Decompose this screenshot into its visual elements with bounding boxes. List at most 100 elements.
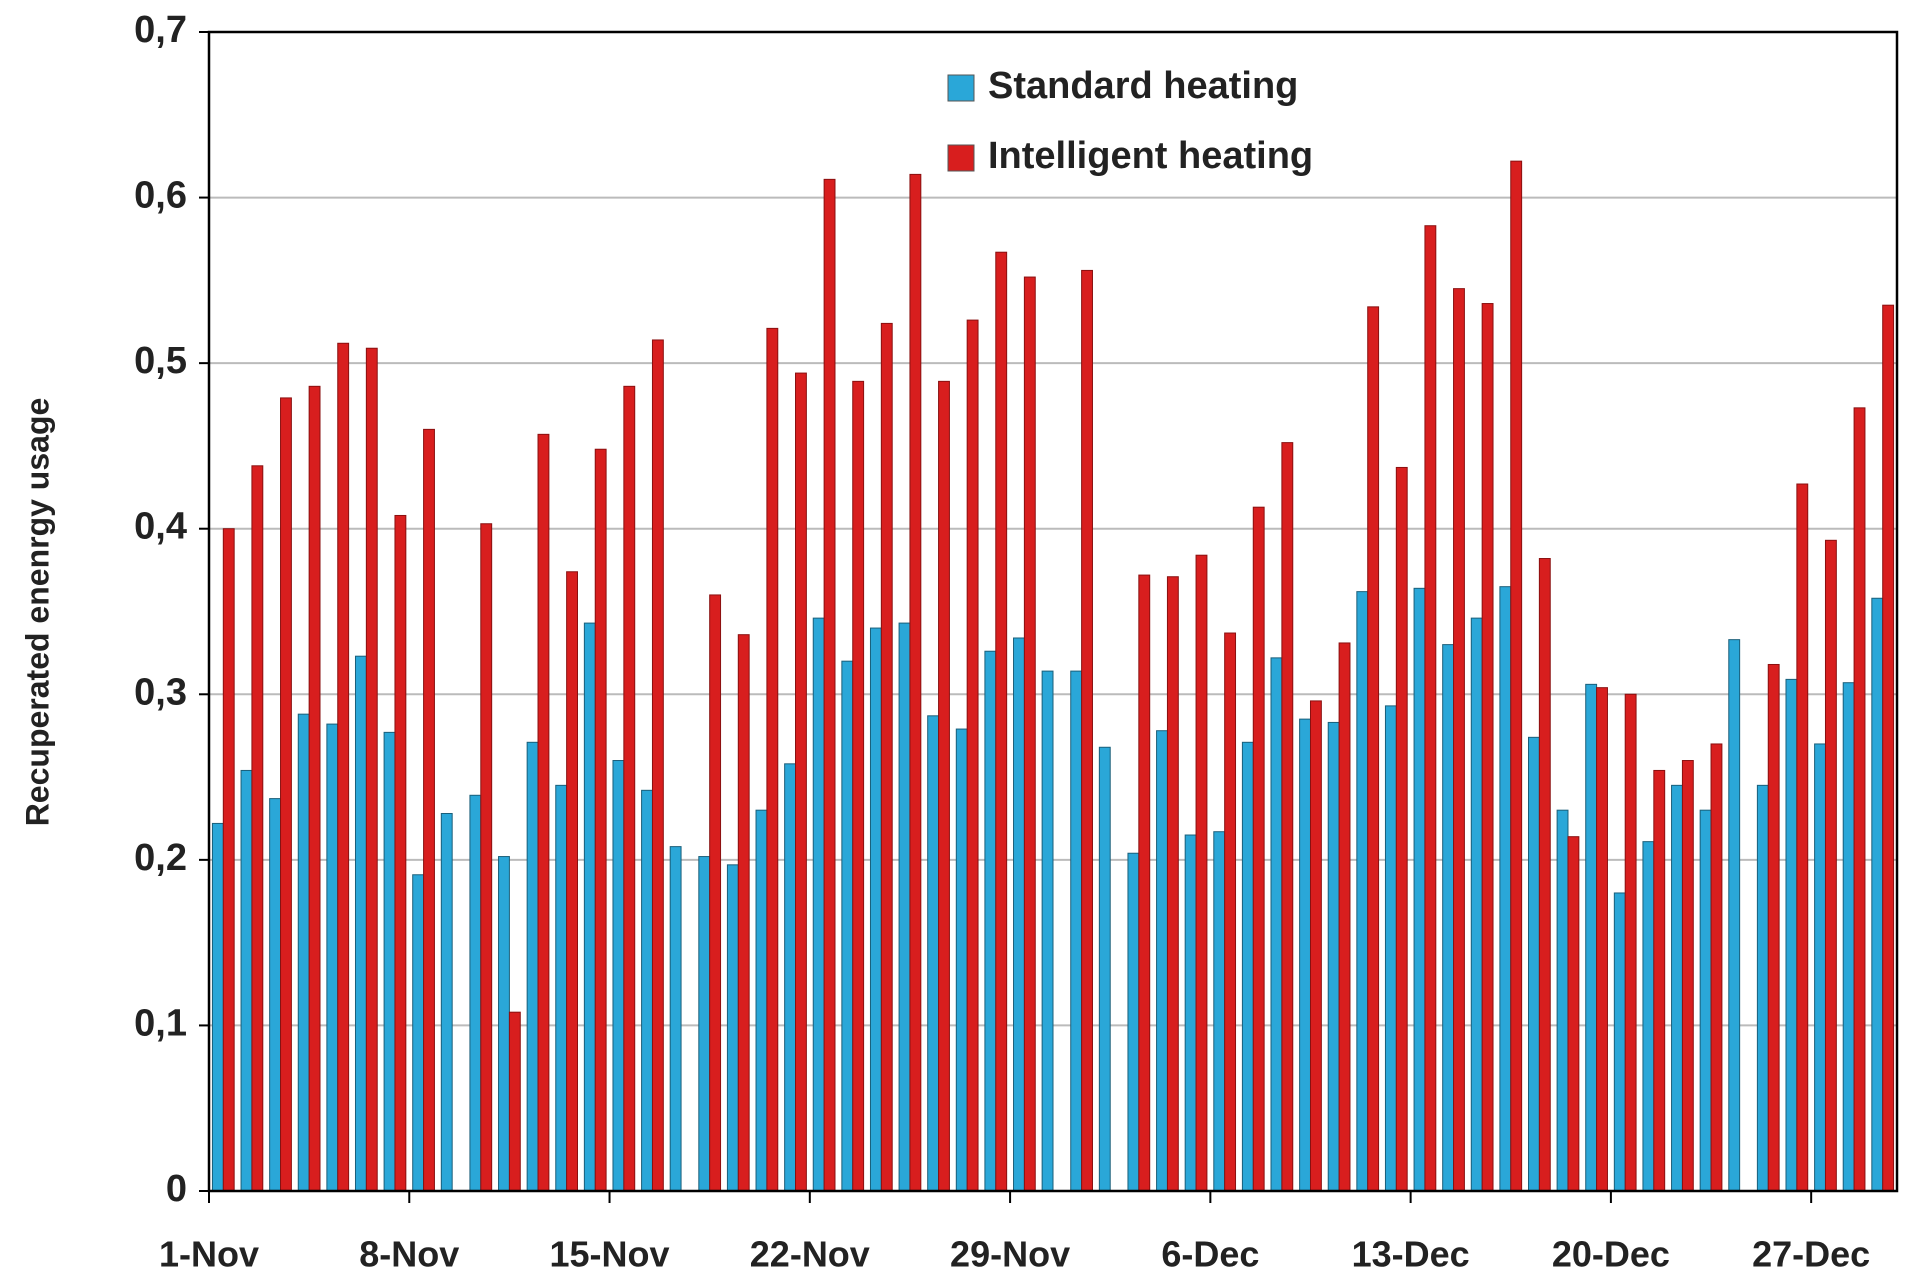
bar <box>755 809 768 1192</box>
legend-label: Standard heating <box>988 65 1298 107</box>
bar <box>1023 276 1036 1192</box>
bar <box>1842 682 1855 1192</box>
bar <box>641 789 653 1192</box>
bar <box>1499 586 1512 1192</box>
bar <box>326 723 339 1192</box>
bar <box>651 339 664 1192</box>
bar <box>1481 303 1494 1192</box>
bar <box>1156 730 1168 1192</box>
bar <box>1013 637 1025 1192</box>
bar <box>955 728 968 1192</box>
bar <box>1184 834 1197 1192</box>
bar <box>1195 554 1208 1192</box>
bar <box>1367 306 1380 1192</box>
bar <box>1299 718 1311 1192</box>
bar <box>1224 632 1237 1192</box>
bar <box>240 769 253 1192</box>
bar <box>1309 700 1322 1192</box>
bar <box>423 428 435 1192</box>
y-tick-label: 0,4 <box>134 506 187 548</box>
x-tick-label: 1-Nov <box>159 1234 259 1275</box>
bar <box>669 846 682 1192</box>
y-tick-label: 0,1 <box>134 1002 187 1044</box>
bar <box>927 715 940 1192</box>
y-tick-label: 0,6 <box>134 175 187 217</box>
x-tick-label: 29-Nov <box>950 1234 1070 1275</box>
bar <box>555 784 568 1192</box>
bar <box>1213 831 1226 1192</box>
bar <box>1814 743 1826 1192</box>
y-tick-label: 0,5 <box>134 340 187 382</box>
bar <box>1585 683 1598 1192</box>
bar <box>354 655 367 1192</box>
bar <box>1556 809 1569 1192</box>
bar <box>709 594 722 1192</box>
bar <box>537 433 550 1192</box>
bar <box>1241 741 1254 1192</box>
bar <box>1270 657 1283 1192</box>
bar <box>909 173 922 1192</box>
legend-swatch <box>947 144 975 172</box>
bar <box>1710 743 1723 1192</box>
bar <box>269 798 282 1192</box>
bar <box>1127 852 1140 1192</box>
bar <box>498 856 510 1192</box>
bar <box>1453 288 1465 1192</box>
x-tick-label: 20-Dec <box>1552 1234 1670 1275</box>
bar <box>1338 642 1351 1192</box>
x-tick-label: 6-Dec <box>1161 1234 1259 1275</box>
bar <box>1510 160 1523 1192</box>
bar <box>1470 617 1483 1192</box>
bar <box>1070 670 1083 1192</box>
bar <box>1442 644 1455 1192</box>
bar <box>1681 760 1694 1192</box>
bar <box>222 528 235 1192</box>
bar <box>469 794 482 1192</box>
bar <box>726 864 739 1192</box>
bar <box>1871 597 1884 1192</box>
bar <box>251 465 264 1192</box>
bar <box>1613 892 1626 1192</box>
bar <box>1538 558 1551 1192</box>
bar <box>841 660 854 1192</box>
bar <box>1756 784 1769 1192</box>
bar <box>526 741 539 1192</box>
x-tick-label: 13-Dec <box>1352 1234 1470 1275</box>
bar <box>1653 769 1666 1192</box>
bar <box>1384 705 1397 1192</box>
bar <box>280 397 292 1192</box>
x-tick-label: 27-Dec <box>1752 1234 1870 1275</box>
bar <box>1327 721 1340 1192</box>
bar <box>1528 736 1540 1192</box>
bar <box>1041 670 1054 1192</box>
bar <box>1796 483 1809 1192</box>
bar <box>211 822 224 1192</box>
bar <box>566 571 578 1192</box>
bar <box>583 622 596 1192</box>
bar <box>1138 574 1151 1192</box>
bar <box>737 634 750 1192</box>
bar <box>966 319 979 1192</box>
y-tick-label: 0,7 <box>134 9 187 51</box>
x-tick-label: 22-Nov <box>750 1234 870 1275</box>
bar <box>1424 225 1437 1192</box>
bar <box>1624 693 1637 1192</box>
y-axis-title: Recuperated enenrgy usage <box>19 398 55 827</box>
bar <box>612 760 625 1192</box>
bar <box>440 812 453 1192</box>
bar <box>1728 639 1741 1192</box>
bar <box>784 763 797 1192</box>
bar <box>337 342 350 1192</box>
legend-swatch <box>947 74 975 102</box>
legend-label: Intelligent heating <box>988 135 1313 177</box>
bar <box>823 178 836 1192</box>
bar <box>1281 442 1294 1192</box>
bar <box>1824 539 1837 1192</box>
bar <box>297 713 310 1192</box>
bar <box>394 514 407 1192</box>
bar <box>1567 836 1580 1192</box>
bar <box>1699 809 1712 1192</box>
bar <box>698 856 711 1192</box>
bar <box>995 251 1008 1192</box>
